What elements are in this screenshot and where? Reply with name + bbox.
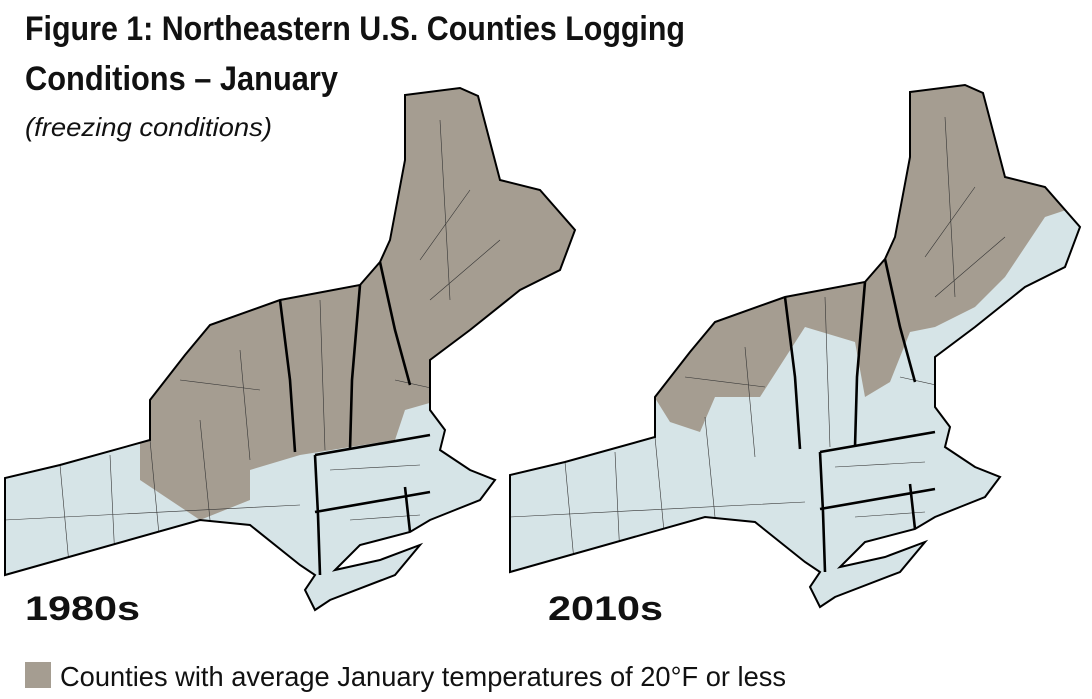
state-borders (278, 261, 431, 576)
title-line: Conditions – January (25, 60, 338, 98)
state-borders (783, 258, 936, 573)
county-lines (510, 116, 1006, 573)
legend-swatch (25, 662, 51, 688)
legend-label: Counties with average January temperatur… (60, 661, 786, 692)
map-label: 2010s (548, 590, 663, 628)
map-label: 1980s (25, 590, 140, 628)
subtitle: (freezing conditions) (25, 112, 272, 142)
county-lines (5, 119, 501, 576)
title-line: Figure 1: Northeastern U.S. Counties Log… (25, 10, 685, 48)
map: 2010s (509, 84, 1081, 628)
